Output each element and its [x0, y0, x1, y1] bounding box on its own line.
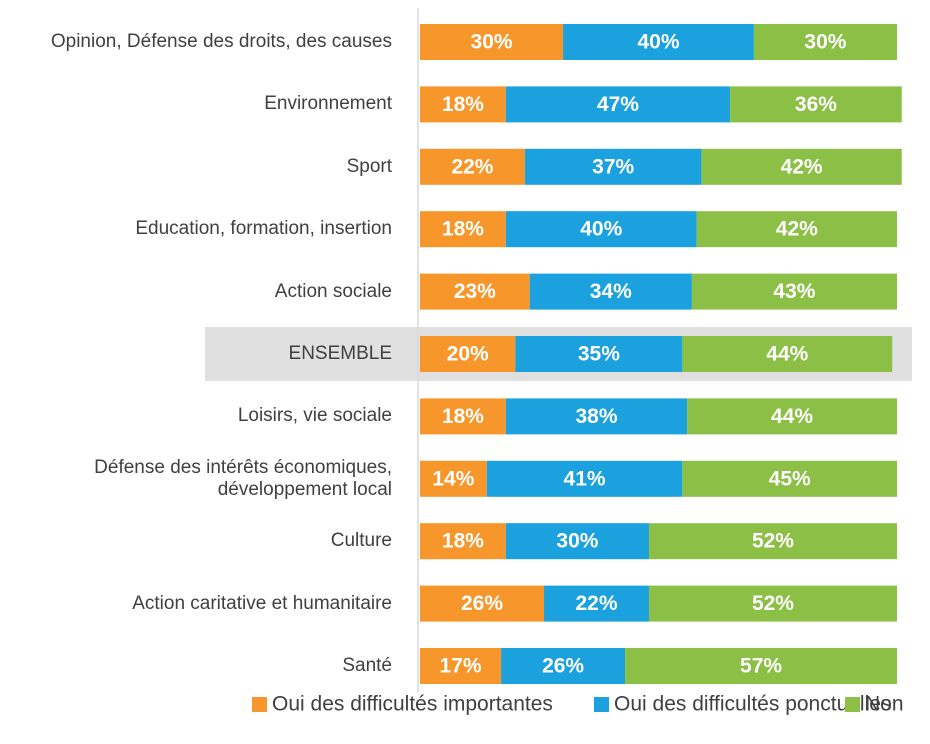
bar-segment: [420, 585, 545, 622]
legend-swatch: [252, 697, 267, 712]
value-label: 18%: [442, 530, 484, 553]
value-label: 41%: [564, 467, 606, 490]
value-label: 17%: [440, 655, 482, 678]
value-label: 26%: [542, 655, 584, 678]
bar-segment: [420, 86, 506, 123]
legend-label: Oui des difficultés importantes: [272, 693, 553, 716]
value-label: 38%: [575, 405, 617, 428]
value-label: 47%: [597, 93, 639, 116]
value-label: 42%: [776, 218, 818, 241]
bar-segment: [730, 86, 902, 123]
legend-swatch: [594, 697, 609, 712]
value-label: 18%: [442, 93, 484, 116]
bar-segment: [420, 24, 564, 60]
bar-segment: [682, 460, 897, 497]
bar-segment: [524, 148, 702, 185]
bar-segment: [687, 398, 897, 435]
value-label: 44%: [766, 343, 808, 366]
category-label: Action sociale: [274, 280, 392, 302]
bar-segment: [696, 211, 897, 248]
bar-segment: [625, 648, 897, 684]
bar-segment: [682, 336, 893, 372]
value-label: 36%: [795, 93, 837, 116]
legend-label: Oui des difficultés ponctuelles: [614, 693, 891, 716]
value-label: 22%: [451, 155, 493, 178]
bar-segment: [691, 273, 897, 310]
value-label: 23%: [454, 280, 496, 303]
bar-segment: [505, 523, 649, 560]
value-label: 40%: [637, 31, 679, 54]
bar-segment: [420, 523, 506, 560]
value-label: 34%: [590, 280, 632, 303]
category-label: ENSEMBLE: [288, 343, 392, 364]
category-label: Santé: [342, 655, 392, 676]
value-label: 37%: [592, 155, 634, 178]
category-label: Culture: [330, 530, 392, 552]
bar-segment: [420, 648, 502, 684]
bar-segment: [420, 211, 506, 248]
bar-segment: [563, 24, 754, 60]
bar-segment: [505, 86, 731, 123]
value-label: 35%: [578, 343, 620, 366]
value-label: 14%: [432, 467, 474, 490]
value-label: 26%: [461, 592, 503, 615]
bar-segment: [420, 460, 487, 497]
value-label: 42%: [781, 155, 823, 178]
value-label: 57%: [740, 655, 782, 678]
bar-segment: [648, 523, 897, 560]
category-label: Education, formation, insertion: [135, 218, 392, 240]
category-label: Opinion, Défense des droits, des causes: [50, 31, 392, 52]
bar-segment: [420, 336, 516, 372]
bar-segment: [505, 211, 697, 248]
legend-label: Non: [865, 693, 904, 716]
bar-segment: [701, 148, 902, 185]
bar-segment: [420, 273, 530, 310]
value-label: 30%: [556, 530, 598, 553]
category-label: Défense des intérêts économiques, dévelo…: [94, 456, 392, 500]
value-label: 18%: [442, 405, 484, 428]
value-label: 40%: [580, 218, 622, 241]
value-label: 43%: [773, 280, 815, 303]
value-label: 30%: [471, 31, 513, 54]
value-label: 52%: [752, 530, 794, 553]
bar-segment: [753, 24, 897, 60]
value-label: 20%: [447, 343, 489, 366]
value-label: 44%: [771, 405, 813, 428]
bar-segment: [529, 273, 692, 310]
value-label: 30%: [804, 31, 846, 54]
value-label: 18%: [442, 218, 484, 241]
bar-segment: [515, 336, 683, 372]
value-label: 45%: [769, 467, 811, 490]
bar-segment: [505, 398, 688, 435]
bar-segment: [420, 398, 506, 435]
category-label: Sport: [346, 155, 392, 177]
value-label: 52%: [752, 592, 794, 615]
category-label: Loisirs, vie sociale: [237, 405, 392, 427]
bar-segment: [648, 585, 897, 622]
bar-segment: [544, 585, 649, 622]
bar-segment: [486, 460, 683, 497]
legend-swatch: [845, 697, 860, 712]
bar-segment: [420, 148, 525, 185]
category-label: Action caritative et humanitaire: [132, 592, 392, 614]
value-label: 22%: [575, 592, 617, 615]
bar-segment: [501, 648, 626, 684]
category-label: Environnement: [264, 93, 392, 115]
